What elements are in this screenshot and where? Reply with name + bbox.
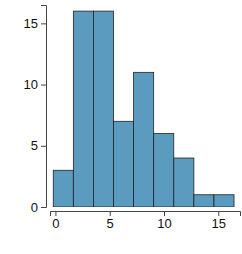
x-tick-label: 5 bbox=[107, 216, 114, 231]
bar bbox=[93, 11, 113, 207]
bar bbox=[134, 72, 154, 207]
chart: 0 5 10 15 0 5 10 15 bbox=[0, 0, 242, 254]
bars bbox=[53, 11, 234, 207]
y-tick-mark bbox=[41, 23, 46, 24]
bar bbox=[73, 11, 93, 207]
bar bbox=[53, 170, 73, 207]
bar bbox=[154, 134, 174, 207]
y-tick-mark bbox=[41, 85, 46, 86]
y-tick-mark bbox=[41, 207, 46, 208]
bar bbox=[214, 195, 234, 207]
x-tick: 10 bbox=[157, 211, 171, 231]
y-tick-label: 15 bbox=[24, 16, 38, 31]
y-tick-label: 0 bbox=[31, 200, 38, 215]
bar bbox=[174, 158, 194, 207]
x-tick-label: 0 bbox=[52, 216, 59, 231]
y-tick: 10 bbox=[24, 77, 46, 92]
y-tick-mark bbox=[41, 146, 46, 147]
y-axis: 0 5 10 15 bbox=[24, 6, 47, 215]
bar bbox=[114, 121, 134, 207]
y-tick: 0 bbox=[31, 200, 46, 215]
x-tick: 5 bbox=[107, 211, 114, 231]
bar bbox=[194, 195, 214, 207]
y-tick-label: 10 bbox=[24, 77, 38, 92]
y-tick: 15 bbox=[24, 16, 46, 31]
y-tick-label: 5 bbox=[31, 138, 38, 153]
y-axis-line bbox=[41, 6, 47, 208]
x-tick: 0 bbox=[52, 211, 59, 231]
x-axis: 0 5 10 15 bbox=[51, 211, 241, 231]
x-tick-label: 10 bbox=[157, 216, 171, 231]
x-tick-label: 15 bbox=[212, 216, 226, 231]
y-tick: 5 bbox=[31, 138, 46, 153]
x-tick: 15 bbox=[212, 211, 226, 231]
